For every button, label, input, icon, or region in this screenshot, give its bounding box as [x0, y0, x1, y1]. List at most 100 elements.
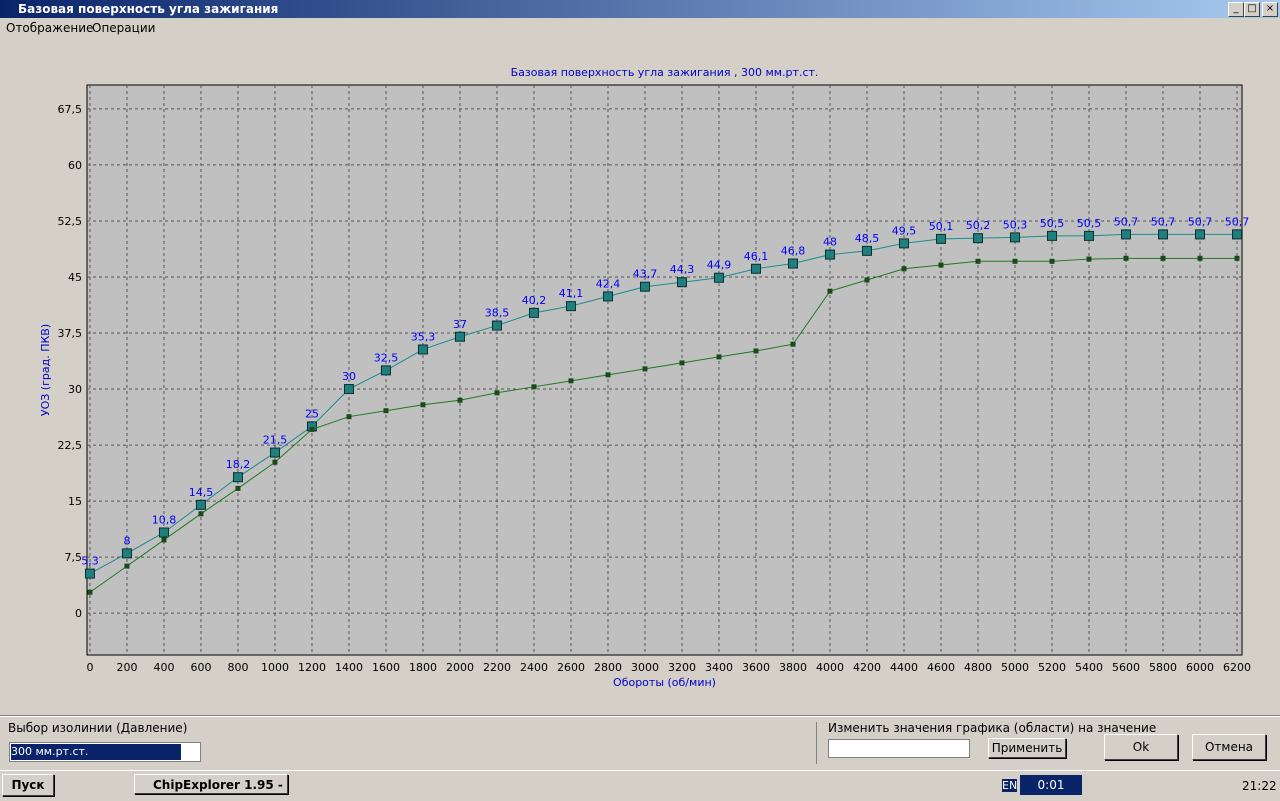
start-button[interactable]: Пуск	[2, 774, 54, 796]
data-label: 50,7	[1151, 215, 1176, 228]
data-label: 46,8	[781, 245, 806, 258]
data-label: 5,3	[81, 555, 99, 568]
data-point	[1123, 255, 1129, 261]
x-tick-label: 2200	[483, 661, 511, 674]
timer: 0:01	[1020, 775, 1082, 795]
series-line	[89, 257, 1237, 593]
data-point	[679, 360, 685, 366]
data-label: 8	[123, 534, 130, 547]
data-label: 40,2	[522, 294, 547, 307]
separator	[0, 715, 1280, 717]
x-tick-label: 3600	[742, 661, 770, 674]
data-point	[380, 365, 391, 376]
data-point	[417, 344, 428, 355]
data-point	[87, 589, 93, 595]
data-point	[1195, 229, 1206, 240]
data-point	[639, 281, 650, 292]
data-point	[716, 354, 722, 360]
x-tick-label: 2400	[520, 661, 548, 674]
data-point	[454, 331, 465, 342]
data-point	[901, 266, 907, 272]
data-point	[158, 527, 169, 538]
data-point	[531, 384, 537, 390]
data-point	[1009, 232, 1020, 243]
data-point	[898, 238, 909, 249]
language[interactable]: EN	[1002, 779, 1018, 792]
data-point	[1086, 256, 1092, 262]
x-tick-label: 5400	[1075, 661, 1103, 674]
data-label: 50,5	[1040, 217, 1065, 230]
data-point	[827, 288, 833, 294]
data-label: 35,3	[411, 330, 436, 343]
data-point	[935, 233, 946, 244]
data-label: 50,1	[929, 220, 954, 233]
data-point	[676, 277, 687, 288]
data-label: 32,5	[374, 351, 399, 364]
x-tick-label: 1000	[261, 661, 289, 674]
cancel-button[interactable]: Отмена	[1192, 734, 1266, 760]
data-label: 44,3	[670, 263, 695, 276]
x-tick-label: 4800	[964, 661, 992, 674]
y-tick-label: 37,5	[58, 327, 83, 340]
y-axis-label: УОЗ (град. ПКВ)	[39, 324, 52, 416]
data-point	[494, 390, 500, 396]
data-label: 50,2	[966, 219, 991, 232]
x-tick-label: 4000	[816, 661, 844, 674]
x-tick-label: 4600	[927, 661, 955, 674]
data-label: 48	[823, 236, 837, 249]
data-point	[1160, 255, 1166, 261]
data-label: 10,8	[152, 513, 177, 526]
data-point	[161, 537, 167, 543]
apply-button[interactable]: Применить	[988, 738, 1066, 758]
menu-item[interactable]: Операции	[92, 21, 156, 35]
data-label: 30	[342, 370, 356, 383]
x-tick-label: 4200	[853, 661, 881, 674]
maximize[interactable]: □	[1244, 2, 1260, 17]
y-tick-label: 67,5	[58, 103, 83, 116]
x-tick-label: 5600	[1112, 661, 1140, 674]
x-tick-label: 3000	[631, 661, 659, 674]
menu-item[interactable]: Отображение	[6, 21, 94, 35]
close[interactable]: ×	[1262, 2, 1278, 17]
x-tick-label: 2000	[446, 661, 474, 674]
task-button[interactable]: ChipExplorer 1.95 - Q:...	[134, 774, 288, 794]
value-input[interactable]	[828, 739, 970, 758]
data-point	[272, 459, 278, 465]
x-tick-label: 3800	[779, 661, 807, 674]
data-point	[124, 563, 130, 569]
data-point	[346, 414, 352, 420]
data-label: 42,4	[596, 277, 621, 290]
x-tick-label: 5800	[1149, 661, 1177, 674]
data-point	[1197, 255, 1203, 261]
y-tick-label: 22,5	[58, 439, 83, 452]
data-point	[457, 397, 463, 403]
data-point	[790, 341, 796, 347]
data-point	[568, 378, 574, 384]
x-tick-label: 6000	[1186, 661, 1214, 674]
data-point	[565, 301, 576, 312]
ok-button[interactable]: Ok	[1104, 734, 1178, 760]
data-point	[1083, 230, 1094, 241]
series-line	[89, 233, 1237, 575]
data-label: 21,5	[263, 434, 288, 447]
minimize[interactable]: _	[1228, 2, 1244, 17]
chart-title: Базовая поверхность угла зажигания , 300…	[511, 66, 819, 79]
x-tick-label: 3200	[668, 661, 696, 674]
x-tick-label: 2800	[594, 661, 622, 674]
data-point	[972, 233, 983, 244]
title-bar: Базовая поверхность угла зажигания	[0, 0, 1280, 18]
data-point	[232, 472, 243, 483]
data-point	[309, 426, 315, 432]
change-label: Изменить значения графика (области) на з…	[828, 721, 1157, 735]
isoline-select[interactable]: 300 мм.рт.ст.	[9, 742, 201, 762]
data-label: 18,2	[226, 458, 251, 471]
data-label: 50,3	[1003, 218, 1028, 231]
data-point	[1121, 229, 1132, 240]
data-label: 50,7	[1114, 215, 1139, 228]
data-point	[938, 262, 944, 268]
data-point	[198, 511, 204, 517]
data-point	[750, 263, 761, 274]
divider	[816, 722, 817, 764]
data-label: 37	[453, 318, 467, 331]
y-tick-label: 7,5	[65, 551, 83, 564]
